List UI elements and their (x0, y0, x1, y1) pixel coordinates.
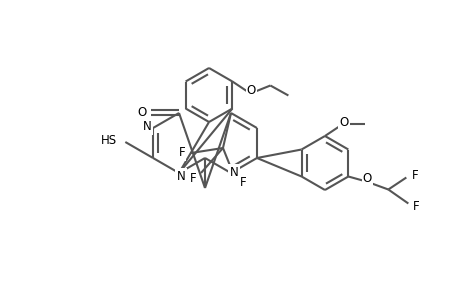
Text: O: O (339, 116, 348, 128)
Text: HS: HS (101, 134, 117, 146)
Text: F: F (239, 176, 246, 190)
Text: O: O (362, 172, 371, 185)
Text: F: F (411, 169, 418, 182)
Text: N: N (176, 169, 185, 182)
Text: O: O (246, 84, 256, 97)
Text: F: F (189, 172, 196, 185)
Text: N: N (142, 121, 151, 134)
Text: N: N (229, 166, 238, 178)
Text: F: F (412, 200, 419, 213)
Text: F: F (178, 146, 185, 160)
Text: O: O (137, 106, 146, 119)
